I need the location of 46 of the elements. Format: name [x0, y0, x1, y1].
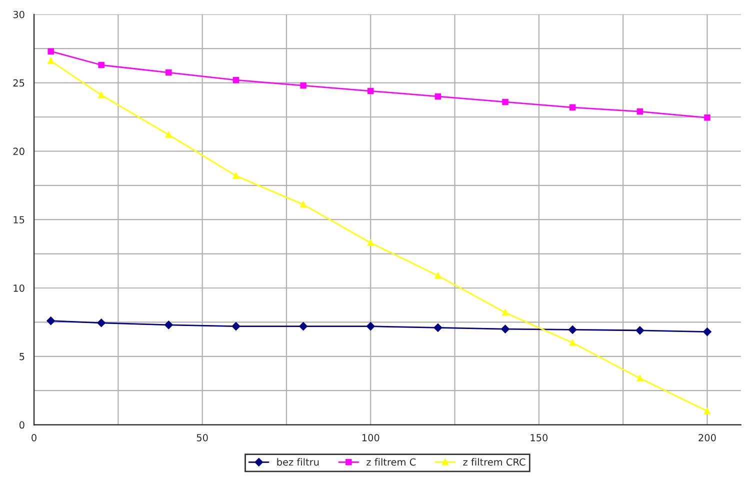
- legend-label: bez filtru: [277, 458, 319, 466]
- point: [97, 318, 106, 328]
- point: [300, 82, 306, 89]
- point: [703, 328, 712, 336]
- y-tick-label: 25: [13, 79, 24, 87]
- point: [568, 326, 577, 334]
- y-tick-label: 5: [20, 353, 24, 360]
- point: [367, 88, 374, 94]
- legend-label: z filtrem C: [366, 458, 416, 466]
- point: [232, 322, 240, 330]
- x-tick-label: 50: [196, 434, 208, 442]
- point: [48, 58, 54, 64]
- point: [48, 48, 54, 54]
- point: [166, 69, 172, 76]
- y-tick-label: 15: [14, 216, 24, 224]
- point: [367, 240, 374, 246]
- point: [569, 104, 576, 111]
- point: [232, 76, 240, 84]
- point: [299, 322, 308, 330]
- point: [636, 375, 644, 382]
- x-tick-label: 150: [530, 434, 548, 442]
- y-tick-label: 10: [14, 284, 24, 292]
- point: [98, 62, 104, 68]
- y-tick-label: 0: [19, 421, 24, 429]
- point: [704, 408, 710, 414]
- point: [98, 92, 104, 98]
- point: [434, 93, 442, 100]
- point: [164, 320, 173, 330]
- x-tick-label: 200: [698, 434, 716, 442]
- point: [46, 316, 55, 325]
- point: [501, 324, 510, 334]
- point: [366, 322, 375, 330]
- point: [434, 272, 442, 279]
- point: [704, 114, 710, 121]
- point: [502, 98, 508, 106]
- point: [636, 326, 644, 335]
- point: [232, 172, 240, 179]
- y-tick-label: 20: [13, 148, 24, 156]
- point: [300, 201, 306, 208]
- x-tick-label: 100: [362, 434, 380, 442]
- point: [636, 108, 644, 115]
- y-tick-label: 30: [13, 10, 24, 18]
- point: [569, 340, 576, 346]
- x-tick-label: 0: [32, 434, 36, 442]
- legend-label: z filtrem CRC: [463, 458, 526, 466]
- point: [434, 324, 442, 332]
